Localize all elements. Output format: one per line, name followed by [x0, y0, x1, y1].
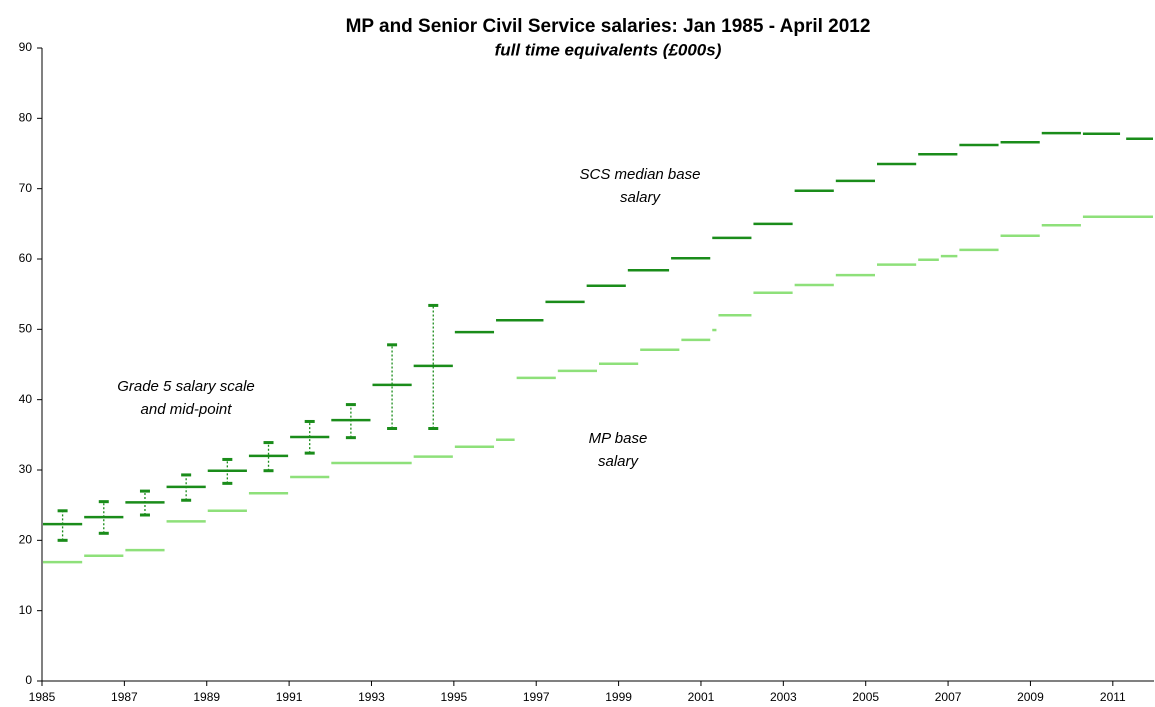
- chart-title: MP and Senior Civil Service salaries: Ja…: [346, 16, 871, 37]
- x-tick-label: 2011: [1100, 690, 1126, 704]
- y-tick-label: 30: [19, 462, 33, 476]
- x-tick-label: 2003: [770, 690, 797, 704]
- y-tick-label: 60: [19, 251, 33, 265]
- annotation: MP base: [589, 430, 648, 447]
- x-tick-label: 2009: [1017, 690, 1044, 704]
- y-tick-label: 40: [19, 392, 33, 406]
- annotation: SCS median base: [580, 166, 701, 183]
- x-tick-label: 2007: [935, 690, 962, 704]
- x-tick-label: 1993: [358, 690, 385, 704]
- y-tick-label: 80: [19, 111, 33, 125]
- x-tick-label: 2005: [852, 690, 879, 704]
- x-tick-label: 1999: [605, 690, 632, 704]
- chart-subtitle: full time equivalents (£000s): [495, 40, 722, 59]
- annotation: Grade 5 salary scale: [117, 378, 255, 395]
- y-tick-label: 10: [19, 603, 33, 617]
- y-tick-label: 20: [19, 533, 33, 547]
- x-tick-label: 1997: [523, 690, 550, 704]
- y-tick-label: 70: [19, 181, 33, 195]
- x-tick-label: 1987: [111, 690, 138, 704]
- x-tick-label: 2001: [688, 690, 715, 704]
- annotation: salary: [598, 453, 640, 470]
- y-tick-label: 0: [25, 673, 32, 687]
- x-tick-label: 1989: [193, 690, 220, 704]
- x-tick-label: 1985: [29, 690, 56, 704]
- annotation: and mid-point: [141, 401, 233, 418]
- y-tick-label: 50: [19, 322, 33, 336]
- annotation: salary: [620, 189, 662, 206]
- y-tick-label: 90: [19, 40, 33, 54]
- x-tick-label: 1991: [276, 690, 303, 704]
- x-tick-label: 1995: [441, 690, 468, 704]
